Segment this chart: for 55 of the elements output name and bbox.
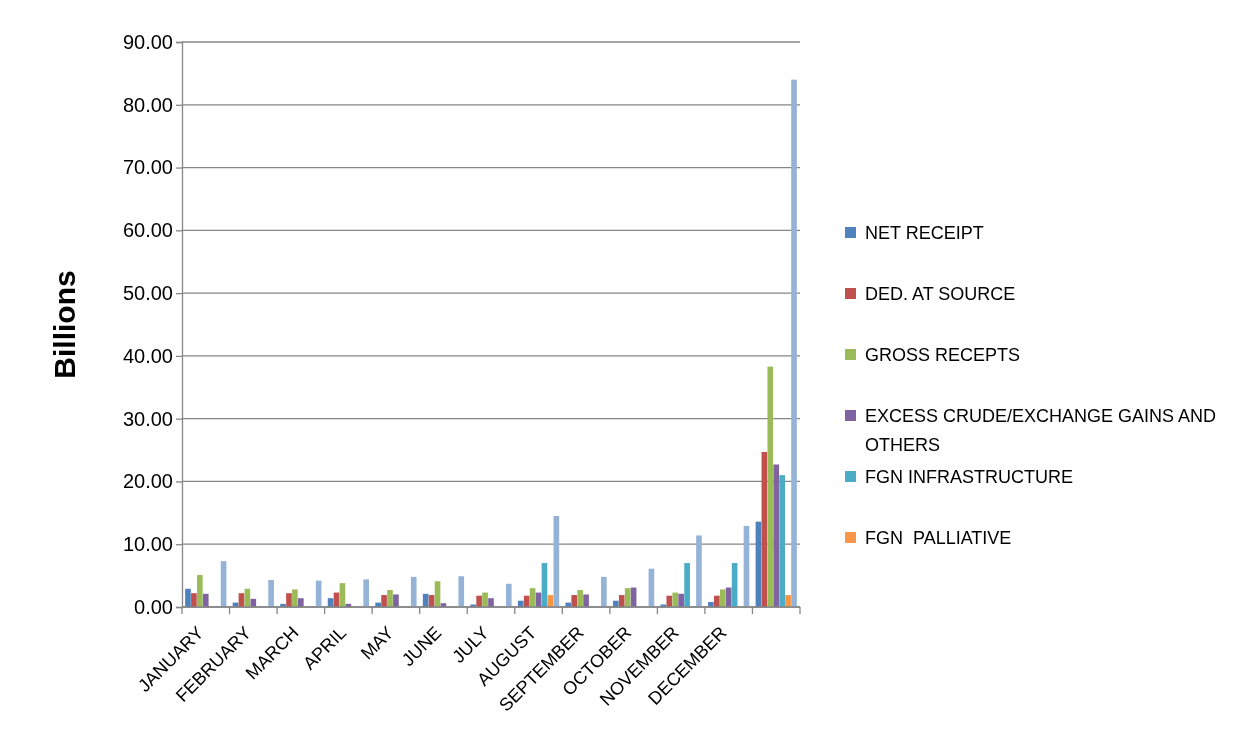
bar	[583, 594, 589, 607]
bar	[601, 576, 607, 607]
legend-label: NET RECEIPT	[865, 223, 984, 244]
bar	[696, 535, 702, 607]
bar	[791, 79, 797, 607]
bar	[618, 595, 625, 607]
y-axis-title: Billions	[48, 270, 81, 379]
bar	[250, 598, 257, 607]
legend-label: DED. AT SOURCE	[865, 284, 1016, 305]
y-tick-label: 30.00	[122, 407, 173, 430]
bar	[672, 592, 679, 607]
y-tick-label: 90.00	[122, 30, 173, 53]
bar	[458, 576, 465, 607]
bar	[684, 563, 690, 607]
legend-label: FGN PALLIATIVE	[865, 528, 1012, 549]
bar	[197, 574, 203, 607]
bar	[298, 598, 304, 607]
y-tick-label: 80.00	[122, 93, 173, 116]
legend-label: FGN INFRASTRUCTURE	[865, 467, 1073, 488]
bar	[577, 590, 583, 607]
bar	[714, 595, 720, 607]
bar	[482, 592, 488, 607]
bar	[678, 593, 684, 607]
bar	[505, 583, 512, 607]
bar	[624, 588, 631, 607]
y-tick-label: 20.00	[122, 470, 173, 493]
bar	[410, 576, 417, 607]
bar	[202, 593, 209, 607]
bar	[666, 595, 673, 607]
bar	[476, 595, 482, 607]
bar	[286, 593, 292, 607]
bar	[767, 366, 774, 607]
y-tick-label: 10.00	[122, 533, 173, 556]
bar	[488, 598, 494, 607]
y-tick-label: 0.00	[134, 595, 173, 618]
bar	[725, 587, 732, 607]
y-tick-label: 40.00	[122, 344, 173, 367]
bar	[773, 464, 780, 607]
bar	[191, 593, 197, 607]
y-tick-label: 70.00	[122, 156, 173, 179]
bar	[785, 595, 791, 607]
y-tick-label: 50.00	[122, 282, 173, 305]
bar	[571, 595, 578, 607]
bar	[393, 594, 399, 607]
legend-label: EXCESS CRUDE/EXCHANGE GAINS AND OTHERS	[865, 406, 1217, 456]
bar	[719, 589, 726, 607]
y-tick-label: 60.00	[122, 219, 173, 242]
bar	[185, 588, 191, 607]
bar	[363, 579, 370, 607]
bar	[381, 595, 387, 607]
bar	[779, 475, 785, 607]
legend-label: GROSS RECEPTS	[865, 345, 1021, 366]
bar	[387, 590, 393, 607]
bar	[292, 589, 298, 607]
bar	[268, 580, 274, 607]
